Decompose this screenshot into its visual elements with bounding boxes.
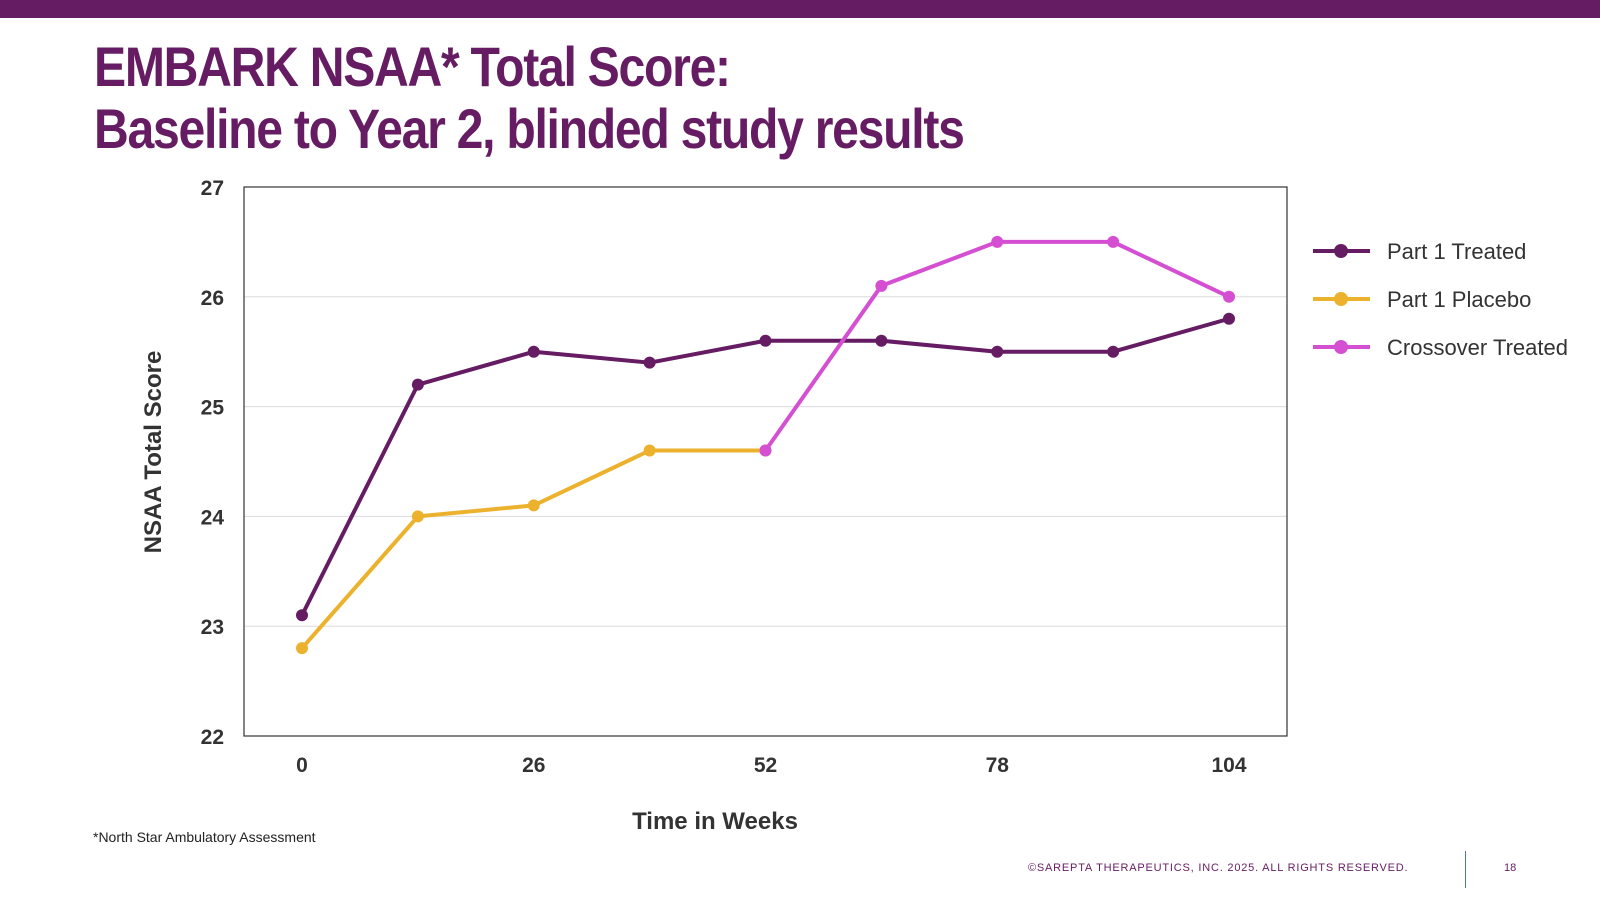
x-tick-label: 26 (522, 754, 545, 777)
legend-item: Part 1 Treated (1313, 239, 1526, 264)
x-tick-label: 104 (1211, 754, 1246, 777)
legend-item: Crossover Treated (1313, 335, 1568, 360)
x-axis-tick-labels: 0 26 52 78 104 (296, 754, 1247, 777)
data-point (643, 444, 656, 457)
data-point (1107, 235, 1120, 248)
data-point (991, 235, 1004, 248)
y-tick-label: 25 (201, 397, 225, 420)
series-line (300, 316, 1230, 617)
data-point (1223, 312, 1235, 325)
data-point (991, 345, 1004, 358)
top-accent-bar (0, 0, 1600, 18)
data-point (759, 334, 772, 347)
legend-label: Crossover Treated (1387, 335, 1568, 360)
legend-label: Part 1 Treated (1387, 239, 1526, 264)
legend-item: Part 1 Placebo (1313, 287, 1531, 312)
data-point (1223, 290, 1235, 303)
legend-swatch-marker (1334, 292, 1348, 306)
data-point (875, 279, 888, 292)
x-tick-label: 0 (296, 754, 308, 777)
legend-swatch-marker (1334, 244, 1348, 258)
data-point (411, 378, 424, 391)
data-point (527, 345, 540, 358)
y-tick-label: 22 (201, 726, 224, 749)
data-point (296, 609, 308, 622)
y-tick-label: 24 (201, 506, 225, 529)
legend-label: Part 1 Placebo (1387, 287, 1531, 312)
series-layer (296, 235, 1235, 655)
slide-title-line-1: EMBARK NSAA* Total Score: (94, 35, 731, 98)
footer-divider (1465, 851, 1466, 888)
x-axis-title: Time in Weeks (632, 808, 798, 835)
y-tick-label: 27 (201, 177, 224, 200)
x-tick-label: 78 (986, 754, 1010, 777)
page-number: 18 (1504, 862, 1517, 874)
y-axis-tick-labels: 22 23 24 25 26 27 (201, 177, 225, 749)
footnote: *North Star Ambulatory Assessment (93, 829, 316, 845)
y-tick-label: 26 (201, 287, 224, 310)
series-part-1-placebo (296, 444, 772, 655)
slide-title-line-2: Baseline to Year 2, blinded study result… (94, 97, 965, 160)
data-point (759, 444, 772, 457)
y-tick-label: 23 (201, 616, 224, 639)
series-crossover-treated (759, 235, 1235, 457)
x-tick-label: 52 (754, 754, 777, 777)
legend: Part 1 Treated Part 1 Placebo Crossover Tr… (1313, 239, 1568, 360)
data-point (1107, 345, 1120, 358)
y-axis-title: NSAA Total Score (140, 351, 167, 554)
series-part-1-treated (296, 312, 1235, 622)
data-point (875, 334, 888, 347)
data-point (527, 499, 540, 512)
data-point (296, 642, 308, 655)
data-point (411, 510, 424, 523)
slide-title: EMBARK NSAA* Total Score: Baseline to Ye… (94, 35, 965, 160)
copyright-notice: ©SAREPTA THERAPEUTICS, INC. 2025. ALL RI… (1028, 862, 1409, 874)
data-point (643, 356, 656, 369)
plot-area-frame (243, 186, 1288, 737)
legend-swatch-marker (1334, 340, 1348, 354)
